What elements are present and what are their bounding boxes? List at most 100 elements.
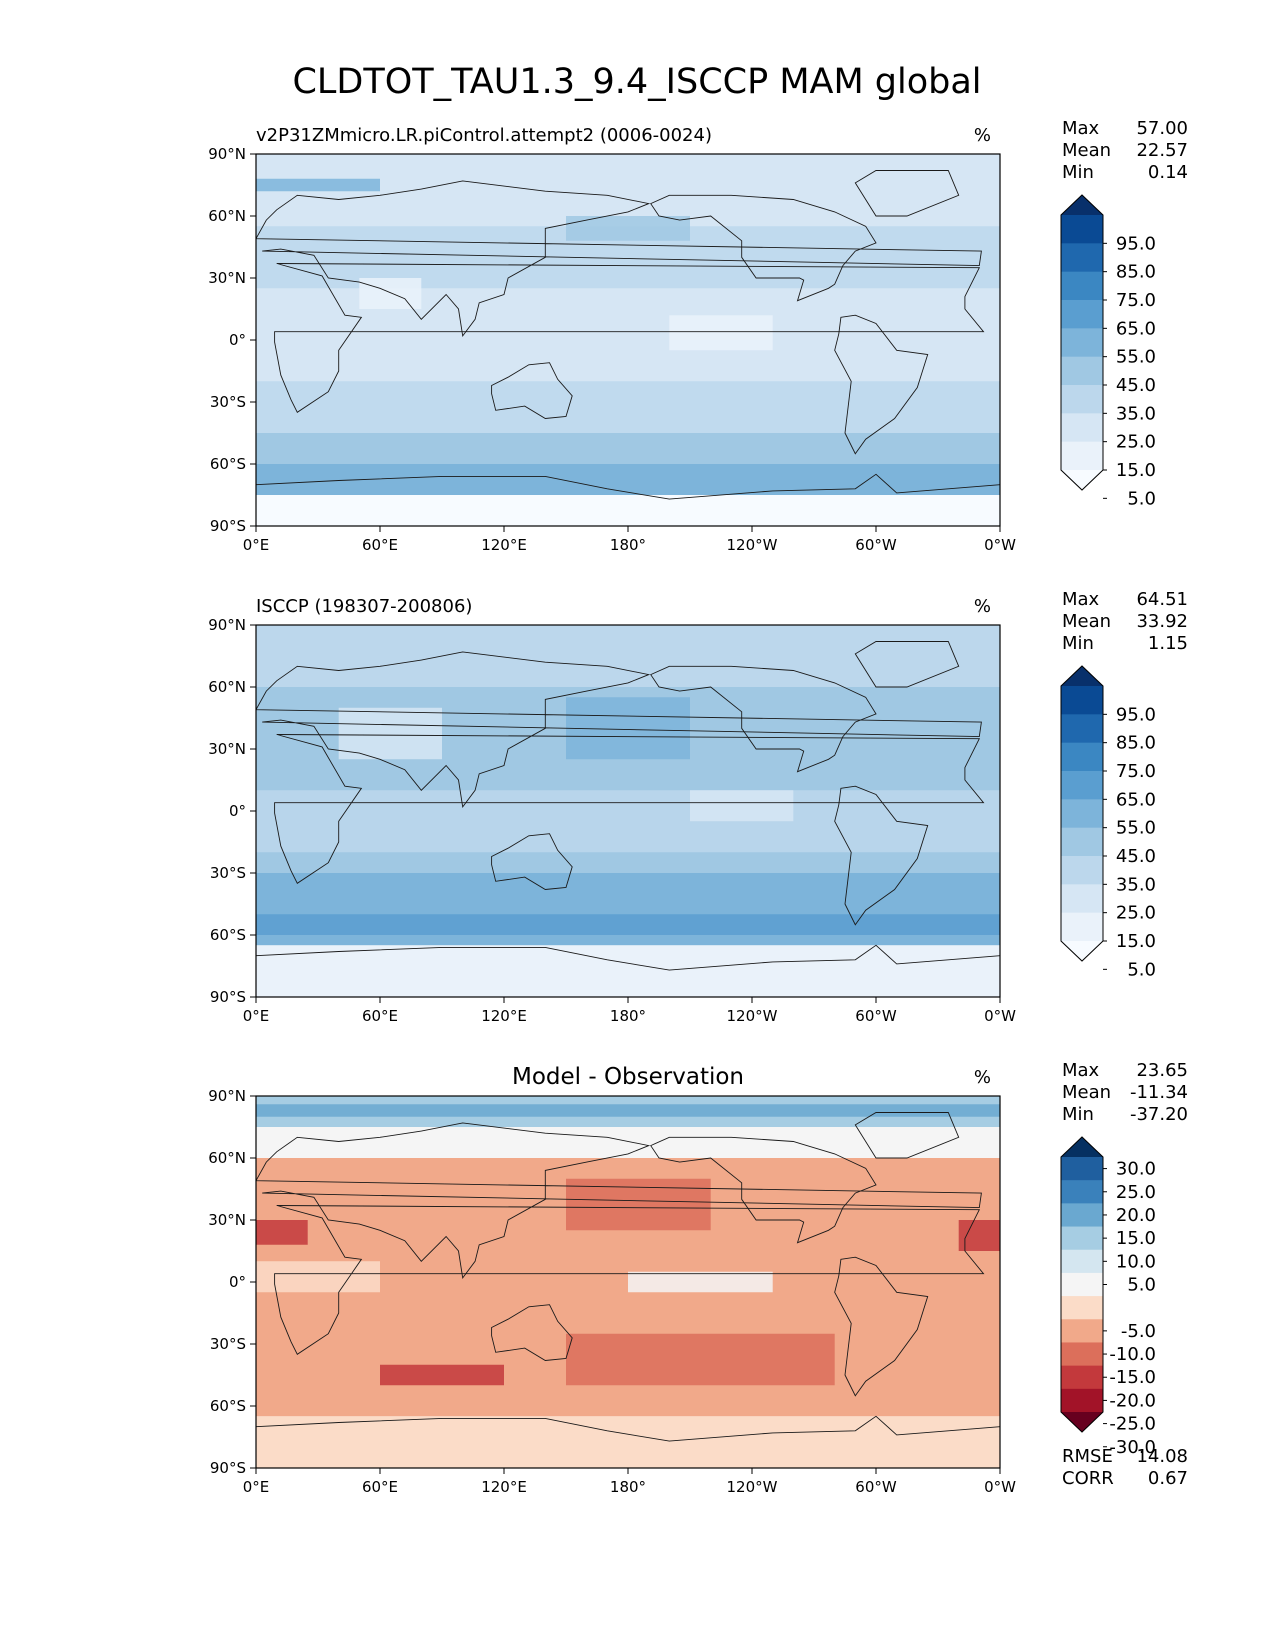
coastline xyxy=(854,170,960,217)
field-patch xyxy=(256,1104,1000,1117)
colorbar-label: 15.0 xyxy=(1116,460,1156,481)
y-tick-label: 90°N xyxy=(208,1087,246,1105)
colorbar-model: 95.0 85.0 75.0 65.0 55.0 45.0 35.0 25.0 15.0 5.0 xyxy=(1060,194,1156,509)
x-tick-label: 60°W xyxy=(855,536,897,554)
y-tick-label: 90°N xyxy=(208,145,246,163)
y-tick-label: 0° xyxy=(229,802,246,820)
coastline xyxy=(650,1136,877,1244)
coastline xyxy=(274,1205,985,1355)
colorbar-label: -10.0 xyxy=(1109,1344,1156,1365)
field-patch xyxy=(628,1271,773,1293)
coastline xyxy=(854,641,960,688)
panel-left-title: ISCCP (198307-200806) xyxy=(256,596,472,617)
panel-left-title: v2P31ZMmicro.LR.piControl.attempt2 (0006… xyxy=(256,125,712,146)
field-band xyxy=(256,433,1000,464)
coastline xyxy=(256,1415,1000,1442)
colorbar-bin xyxy=(1061,1249,1103,1274)
stat-value-max: 23.65 xyxy=(1136,1060,1188,1081)
colorbar-bin xyxy=(1061,1365,1103,1390)
y-tick-label: 30°S xyxy=(210,1335,246,1353)
colorbar-extend-bottom xyxy=(1061,1412,1103,1432)
figure-title: CLDTOT_TAU1.3_9.4_ISCCP MAM global xyxy=(292,62,981,102)
field-band xyxy=(256,1416,1000,1468)
colorbar-bin xyxy=(1061,912,1103,942)
colorbar-bin xyxy=(1061,771,1103,800)
x-tick-label: 120°W xyxy=(727,1007,778,1025)
stat-label-min: Min xyxy=(1062,1104,1094,1125)
panel-obs: 0°E 60°E 120°E 180° 120°W 60°W 0°W 90°N 60°N 30°N… xyxy=(208,589,1188,1025)
colorbar-label: -20.0 xyxy=(1109,1390,1156,1411)
stat-value-min: 0.14 xyxy=(1148,162,1188,183)
coastline xyxy=(854,1112,960,1159)
field-band xyxy=(256,495,1000,526)
colorbar-extend-top xyxy=(1061,666,1103,686)
y-tick-label: 30°N xyxy=(208,269,246,287)
y-tick-label: 60°S xyxy=(210,1397,246,1415)
field-patch xyxy=(256,1220,308,1245)
x-tick-label: 60°W xyxy=(855,1478,897,1496)
y-tick-label: 30°S xyxy=(210,864,246,882)
field-patch xyxy=(380,1364,504,1386)
colorbar-extend-top xyxy=(1061,1137,1103,1157)
colorbar-label: 15.0 xyxy=(1116,1228,1156,1249)
field-patch xyxy=(256,914,1000,935)
field-patch xyxy=(566,697,690,760)
stat-label-min: Min xyxy=(1062,162,1094,183)
coastline xyxy=(834,785,929,926)
stat-label-min: Min xyxy=(1062,633,1094,654)
colorbar-label: 25.0 xyxy=(1116,903,1156,924)
colorbar-label: 15.0 xyxy=(1116,931,1156,952)
field-patch xyxy=(256,1261,380,1293)
stat-value-max: 64.51 xyxy=(1136,589,1188,610)
colorbar-bin xyxy=(1061,884,1103,914)
panel-diff: 0°E 60°E 120°E 180° 120°W 60°W 0°W 90°N 60°N 30°N… xyxy=(208,1060,1188,1496)
y-tick-label: 90°S xyxy=(210,988,246,1006)
field-patch xyxy=(566,216,690,241)
y-tick-label: 60°N xyxy=(208,678,246,696)
stat-label-max: Max xyxy=(1062,118,1100,139)
panel-center-title: Model - Observation xyxy=(512,1064,744,1090)
field-band xyxy=(256,625,1000,687)
colorbar-extend-top xyxy=(1061,195,1103,215)
x-tick-label: 60°W xyxy=(855,1007,897,1025)
stat-value-mean: 33.92 xyxy=(1136,611,1188,632)
stat-label-rmse: RMSE xyxy=(1062,1446,1113,1467)
colorbar-bin xyxy=(1061,356,1103,386)
colorbar-label: 95.0 xyxy=(1116,704,1156,725)
coastline xyxy=(256,473,1000,500)
y-tick-label: 60°N xyxy=(208,207,246,225)
stat-label-mean: Mean xyxy=(1062,611,1111,632)
colorbar-outline xyxy=(1060,1136,1104,1433)
coastline xyxy=(274,263,985,413)
colorbar-bin xyxy=(1061,1388,1103,1413)
coastline xyxy=(834,314,929,455)
stat-label-max: Max xyxy=(1062,1060,1100,1081)
x-tick-label: 120°W xyxy=(727,536,778,554)
colorbar-label: 75.0 xyxy=(1116,761,1156,782)
colorbar-bin xyxy=(1061,1203,1103,1228)
field-band xyxy=(256,464,1000,495)
x-tick-label: 0°W xyxy=(984,1478,1016,1496)
coastline xyxy=(834,1256,929,1397)
colorbar-bin xyxy=(1061,271,1103,301)
field-patch xyxy=(359,278,422,309)
field-patch xyxy=(566,1178,711,1231)
x-tick-label: 180° xyxy=(610,1478,646,1496)
y-tick-label: 30°N xyxy=(208,740,246,758)
colorbar-bin xyxy=(1061,799,1103,829)
colorbar-bin xyxy=(1061,1296,1103,1320)
y-tick-label: 60°S xyxy=(210,455,246,473)
panel-model: 0°E 60°E 120°E 180° 120°W 60°W 0°W 90°N 60°N 30°N… xyxy=(208,118,1188,554)
colorbar-bin xyxy=(1061,686,1103,715)
panel-units: % xyxy=(974,125,991,146)
colorbar-label: 35.0 xyxy=(1116,403,1156,424)
stat-value-rmse: 14.08 xyxy=(1136,1446,1188,1467)
colorbar-bin xyxy=(1061,441,1103,471)
coastline xyxy=(650,194,877,302)
colorbar-label: 5.0 xyxy=(1127,1275,1156,1296)
coastline xyxy=(256,651,982,809)
colorbar-bin xyxy=(1061,856,1103,885)
colorbar-label: 75.0 xyxy=(1116,290,1156,311)
x-tick-label: 120°E xyxy=(481,536,527,554)
x-tick-label: 180° xyxy=(610,536,646,554)
